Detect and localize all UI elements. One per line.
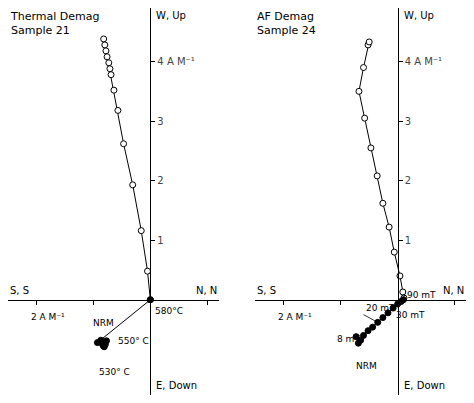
svg-text:30 mT: 30 mT [396, 310, 425, 320]
svg-text:530° C: 530° C [99, 367, 130, 377]
svg-text:2 A M⁻¹: 2 A M⁻¹ [278, 312, 312, 322]
svg-text:3: 3 [157, 116, 163, 127]
svg-text:550° C: 550° C [118, 336, 149, 346]
svg-text:W, Up: W, Up [156, 10, 186, 21]
svg-text:8 mT: 8 mT [337, 334, 360, 344]
svg-text:90 mT: 90 mT [407, 290, 436, 300]
svg-text:NRM: NRM [356, 361, 377, 371]
svg-text:2 A M⁻¹: 2 A M⁻¹ [31, 312, 65, 322]
svg-text:1: 1 [157, 235, 163, 246]
svg-text:580°C: 580°C [155, 306, 183, 316]
svg-text:N, N: N, N [196, 285, 217, 296]
svg-text:4 A M⁻¹: 4 A M⁻¹ [405, 56, 442, 67]
svg-text:W, Up: W, Up [404, 10, 434, 21]
svg-text:S, S: S, S [10, 285, 29, 296]
svg-text:S, S: S, S [257, 285, 276, 296]
svg-text:3: 3 [405, 116, 411, 127]
svg-text:E, Down: E, Down [156, 380, 197, 391]
svg-text:2: 2 [157, 175, 163, 186]
svg-text:NRM: NRM [93, 318, 114, 328]
svg-text:20 mT: 20 mT [366, 303, 395, 313]
svg-text:2: 2 [405, 175, 411, 186]
svg-text:AF DemagSample 24: AF DemagSample 24 [257, 10, 316, 37]
svg-text:4 A M⁻¹: 4 A M⁻¹ [157, 56, 194, 67]
svg-text:E, Down: E, Down [404, 380, 445, 391]
svg-text:N, N: N, N [443, 285, 464, 296]
svg-text:Thermal DemagSample 21: Thermal DemagSample 21 [10, 10, 99, 37]
svg-text:1: 1 [405, 235, 411, 246]
